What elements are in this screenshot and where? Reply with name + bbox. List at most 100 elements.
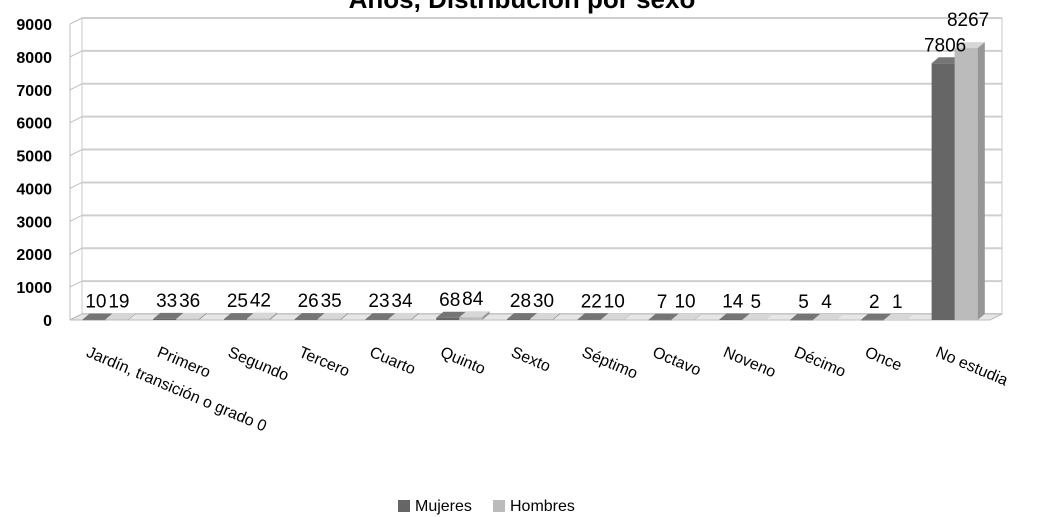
bar-side <box>340 312 348 320</box>
bar-side <box>765 313 773 320</box>
bar-hombres <box>600 319 624 321</box>
bar-side <box>411 312 419 320</box>
bar-hombres <box>246 318 270 320</box>
bar-top <box>153 312 184 319</box>
x-tick-label: Octavo <box>650 344 703 379</box>
bar-mujeres <box>860 319 884 321</box>
gridlines <box>69 17 1003 321</box>
bar-top <box>671 313 702 320</box>
x-tick-label: Séptimo <box>579 344 640 383</box>
data-label: 84 <box>462 289 484 310</box>
bar-top <box>790 313 821 320</box>
bar-top <box>813 313 844 320</box>
gridline-side <box>69 181 83 189</box>
bar-hombres <box>671 319 695 321</box>
data-label: 34 <box>391 291 413 312</box>
bar-hombres <box>459 317 483 320</box>
x-tick-label: Once <box>862 344 904 375</box>
x-tick-label: Segundo <box>225 344 291 385</box>
bar-top <box>600 313 631 320</box>
bar-top <box>365 313 396 320</box>
bar-top <box>223 313 255 320</box>
y-tick-label: 1000 <box>16 280 52 297</box>
bar-hombres <box>105 319 129 320</box>
data-label: 23 <box>368 291 389 312</box>
data-label: 10 <box>674 292 695 313</box>
bar-top <box>176 312 207 319</box>
bar-hombres <box>317 318 341 320</box>
y-tick-label: 0 <box>43 313 52 330</box>
bar-mujeres <box>436 317 460 320</box>
plot-back-wall <box>81 17 1003 315</box>
bar-mujeres <box>294 319 318 320</box>
data-label: 26 <box>298 291 319 312</box>
bar-mujeres <box>931 63 955 320</box>
data-label: 30 <box>533 291 554 312</box>
x-tick-label: Sexto <box>508 344 552 376</box>
bar-hombres <box>388 318 412 320</box>
legend: Mujeres Hombres <box>398 498 575 515</box>
chart-title: Años, Distribución por sexo <box>349 0 696 14</box>
data-label: 5 <box>751 292 762 313</box>
y-tick-label: 3000 <box>16 214 52 231</box>
data-label: 7 <box>657 292 668 313</box>
bar-side <box>694 313 702 320</box>
bar-side <box>623 313 631 320</box>
data-label: 7806 <box>924 35 966 56</box>
data-label: 22 <box>581 291 602 312</box>
bar-top <box>507 313 538 320</box>
data-label: 36 <box>179 291 200 312</box>
y-axis: 0 1000 2000 3000 4000 5000 6000 7000 8000 9000 <box>16 17 71 330</box>
bar-hombres <box>530 319 553 320</box>
bar-mujeres <box>153 318 177 320</box>
bar-mujeres <box>507 319 530 320</box>
y-tick-label: 4000 <box>16 181 52 198</box>
bar-top <box>719 313 750 320</box>
legend-swatch-mujeres <box>398 500 410 512</box>
bar-side <box>269 312 278 320</box>
bar-top <box>82 313 113 320</box>
data-label: 4 <box>821 292 832 313</box>
data-label: 28 <box>510 291 531 312</box>
y-tick-label: 9000 <box>16 17 52 34</box>
data-label: 2 <box>869 292 880 313</box>
bar-top <box>294 313 325 320</box>
data-label: 68 <box>439 290 460 311</box>
legend-swatch-hombres <box>493 500 505 512</box>
bar-top <box>742 313 773 320</box>
legend-label: Hombres <box>510 498 575 515</box>
gridline-side <box>69 83 83 91</box>
gridline-side <box>69 247 83 255</box>
y-tick-label: 7000 <box>16 83 52 100</box>
bar-top <box>883 313 915 320</box>
bar-top <box>577 313 608 320</box>
bar-side <box>906 313 915 320</box>
bar-top <box>436 311 467 318</box>
bar-mujeres <box>365 319 389 320</box>
bar-side <box>977 42 985 321</box>
gridline-side <box>69 17 83 25</box>
data-label: 25 <box>227 291 248 312</box>
bar-top <box>317 312 348 319</box>
data-label: 33 <box>156 291 177 312</box>
x-tick-label: No estudia <box>933 344 1010 390</box>
data-label: 14 <box>722 292 744 313</box>
data-label: 10 <box>85 292 106 313</box>
x-tick-label: Noveno <box>721 344 779 381</box>
bar-mujeres <box>719 319 743 321</box>
bar-side <box>553 313 561 320</box>
bar-hombres <box>813 319 837 321</box>
bar-top <box>954 42 985 49</box>
data-label: 42 <box>250 291 271 312</box>
gridline-side <box>69 50 83 58</box>
y-tick-label: 5000 <box>16 149 52 166</box>
bar-mujeres <box>577 319 601 320</box>
bar-top <box>246 312 278 319</box>
gridline-side <box>69 116 83 124</box>
gridline-side <box>69 280 83 288</box>
bar-side <box>482 311 490 320</box>
bar-hombres <box>742 319 766 321</box>
data-label: 35 <box>321 291 342 312</box>
